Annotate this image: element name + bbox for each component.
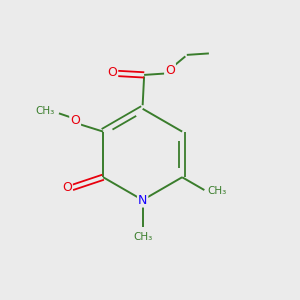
Text: N: N — [138, 194, 147, 207]
Text: CH₃: CH₃ — [35, 106, 55, 116]
Text: CH₃: CH₃ — [208, 186, 227, 196]
Text: O: O — [165, 64, 175, 77]
Text: O: O — [70, 114, 80, 127]
Text: CH₃: CH₃ — [133, 232, 152, 242]
Text: O: O — [107, 66, 117, 80]
Text: O: O — [62, 181, 72, 194]
